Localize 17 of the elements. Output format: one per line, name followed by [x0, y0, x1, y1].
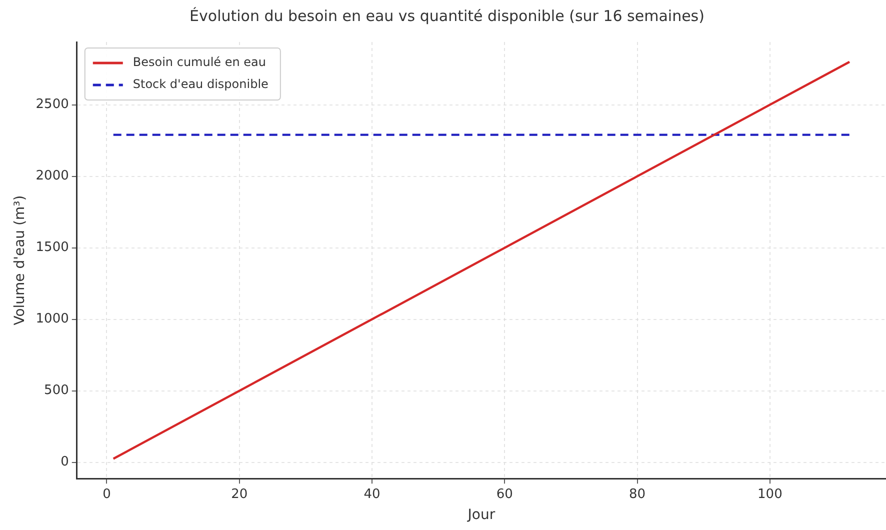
y-axis-title: Volume d'eau (m³): [12, 195, 28, 326]
y-tick-label: 0: [60, 454, 69, 470]
legend-label: Stock d'eau disponible: [132, 77, 268, 92]
y-tick-label: 1000: [36, 312, 69, 327]
chart-title: Évolution du besoin en eau vs quantité disponible (sur 16 semaines): [190, 6, 704, 25]
y-tick-label: 2000: [36, 168, 69, 184]
x-tick-label: 0: [102, 486, 111, 502]
x-tick-label: 40: [364, 486, 380, 502]
y-tick-label: 500: [44, 383, 69, 398]
x-tick-label: 60: [496, 486, 513, 502]
x-axis-title: Jour: [466, 507, 496, 524]
y-tick-label: 2500: [36, 97, 69, 112]
x-tick-label: 20: [231, 486, 248, 502]
y-tick-label: 1500: [36, 240, 69, 256]
x-tick-label: 80: [629, 486, 646, 502]
legend-label: Besoin cumulé en eau: [132, 55, 266, 70]
x-tick-label: 100: [758, 486, 782, 502]
